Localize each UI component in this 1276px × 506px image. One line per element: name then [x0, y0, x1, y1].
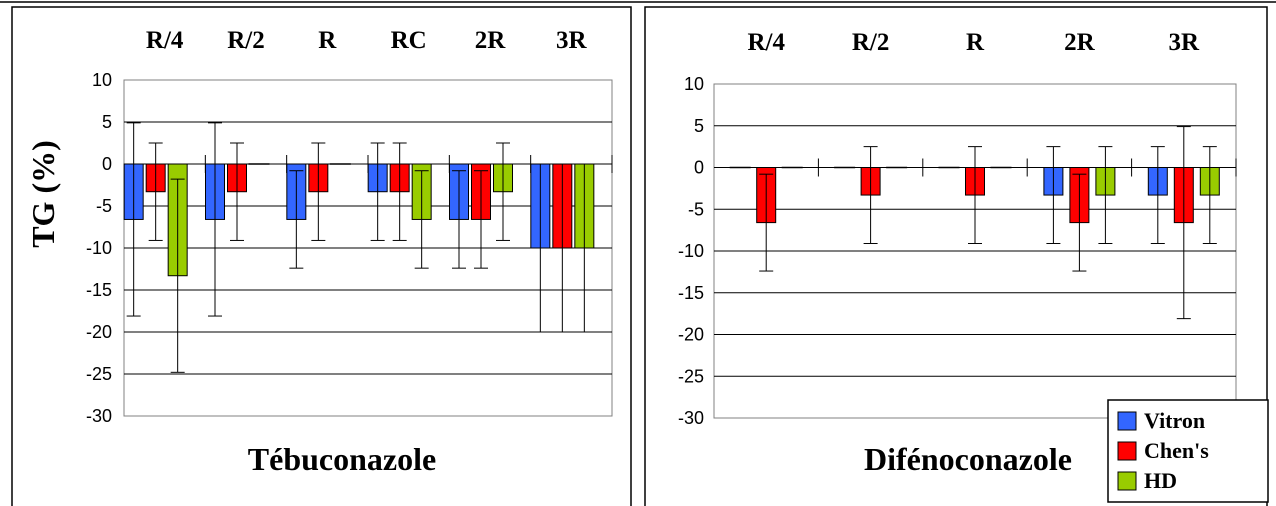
y-tick-labels: 10 5 0 -5 -10 -15 -20 -25 -30 [86, 70, 112, 426]
y-tick-label: -20 [86, 322, 112, 342]
y-tick-label: -10 [678, 241, 704, 261]
chart-marks [729, 126, 1220, 320]
category-labels: R/4 R/2 R 2R 3R [747, 29, 1200, 56]
y-tick-label: -5 [688, 199, 704, 219]
y-axis-title: TG (%) [25, 140, 61, 248]
category-label: R [966, 29, 985, 56]
category-label: 3R [1169, 29, 1201, 56]
y-tick-label: 5 [102, 112, 112, 132]
category-label: 3R [556, 27, 588, 54]
y-tick-label: 0 [102, 154, 112, 174]
legend-label: Chen's [1144, 438, 1209, 463]
y-tick-label: -20 [678, 325, 704, 345]
x-axis-title: Tébuconazole [248, 441, 436, 477]
y-tick-label: -5 [96, 196, 112, 216]
legend-swatch [1117, 411, 1137, 431]
y-tick-label: 10 [92, 70, 112, 90]
y-tick-label: 10 [684, 74, 704, 94]
y-tick-label: 0 [694, 158, 704, 178]
category-label: R/2 [227, 27, 265, 54]
panel-tebuconazole: 10 5 0 -5 -10 -15 -20 -25 -30 R/4 R/2 R RC 2R 3R Tébu… [11, 6, 632, 506]
y-tick-label: 5 [694, 116, 704, 136]
y-tick-label: -30 [86, 406, 112, 426]
y-tick-label: -25 [86, 364, 112, 384]
y-tick-label: -15 [678, 283, 704, 303]
category-label: R/4 [146, 27, 184, 54]
category-label: R [318, 27, 337, 54]
legend-swatch [1117, 441, 1137, 461]
category-label: R/2 [852, 29, 890, 56]
legend-label: Vitron [1144, 408, 1205, 433]
category-label: 2R [475, 27, 507, 54]
y-tick-label: -30 [678, 408, 704, 428]
x-axis-title: Difénoconazole [864, 441, 1072, 477]
chart-marks [123, 122, 595, 373]
category-label: R/4 [747, 29, 785, 56]
legend-label: HD [1144, 468, 1177, 493]
category-labels: R/4 R/2 R RC 2R 3R [146, 27, 588, 54]
y-tick-labels: 10 5 0 -5 -10 -15 -20 -25 -30 [678, 74, 704, 428]
grid-lines [714, 125, 1237, 377]
y-tick-label: -25 [678, 366, 704, 386]
y-tick-label: -15 [86, 280, 112, 300]
panel-difenoconazole: 10 5 0 -5 -10 -15 -20 -25 -30 R/4 R/2 R 2R 3R Diféno… [644, 6, 1269, 506]
legend-swatch [1117, 471, 1137, 491]
y-tick-label: -10 [86, 238, 112, 258]
legend: Vitron Chen's HD [1107, 399, 1269, 503]
category-label: 2R [1064, 29, 1096, 56]
category-label: RC [391, 27, 427, 54]
